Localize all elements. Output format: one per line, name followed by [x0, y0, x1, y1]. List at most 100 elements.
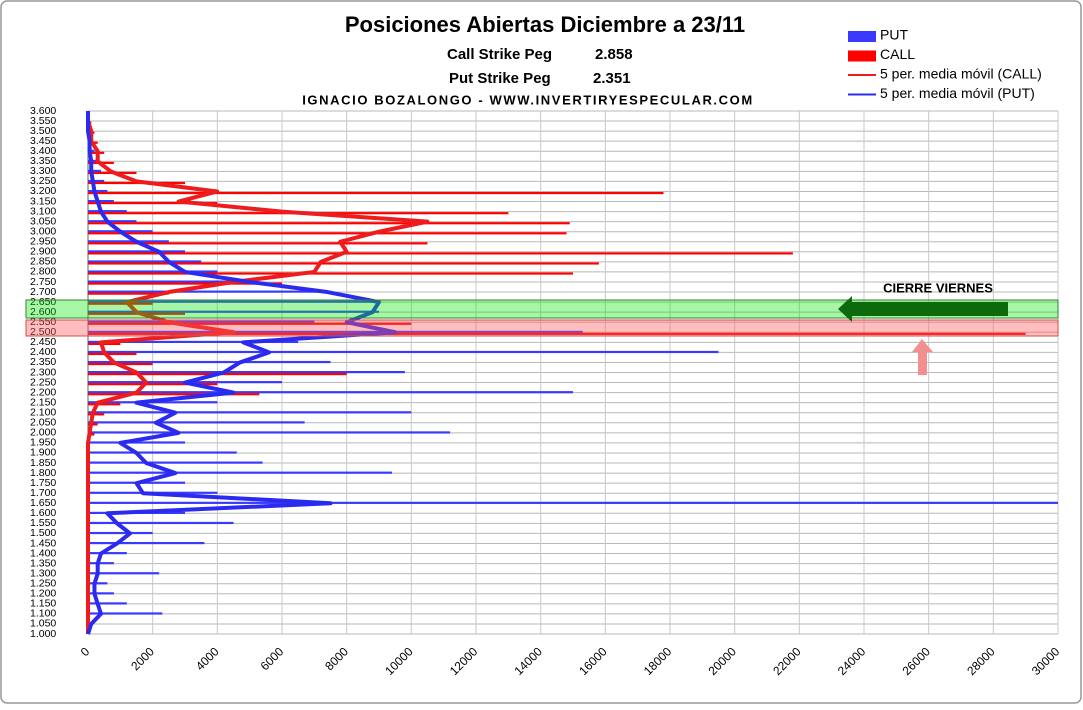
y-tick-label: 3.100 — [30, 205, 56, 217]
bar — [88, 302, 153, 305]
y-tick-label: 2.700 — [30, 286, 56, 298]
peg-value: 2.858 — [595, 46, 633, 63]
peg-label: Put Strike Peg — [449, 70, 551, 87]
y-tick-label: 3.250 — [30, 175, 56, 187]
highlight-band-red — [25, 319, 1059, 337]
legend-label: 5 per. media móvil (PUT) — [880, 85, 1035, 101]
bar — [88, 541, 205, 545]
bar — [88, 421, 305, 424]
bar — [88, 411, 412, 414]
y-tick-label: 2.500 — [30, 326, 56, 338]
legend-swatch — [848, 50, 876, 62]
bar — [88, 250, 185, 253]
y-tick-label: 2.750 — [30, 276, 56, 288]
bar — [88, 202, 218, 205]
y-tick-label: 2.450 — [30, 336, 56, 348]
y-tick-label: 3.600 — [30, 105, 56, 117]
legend-label: PUT — [880, 27, 908, 43]
y-tick-label: 2.650 — [30, 296, 56, 308]
y-tick-label: 1.350 — [30, 557, 56, 569]
bar — [88, 451, 237, 454]
bar — [88, 501, 1058, 504]
bar — [88, 292, 169, 295]
y-tick-label: 1.450 — [30, 537, 56, 549]
bar — [88, 371, 405, 374]
y-tick-label: 2.550 — [30, 316, 56, 328]
legend-label: 5 per. media móvil (CALL) — [880, 66, 1042, 82]
bar — [88, 471, 392, 474]
bar — [88, 210, 127, 213]
bar — [88, 189, 108, 193]
y-tick-label: 3.050 — [30, 215, 56, 227]
bar — [88, 222, 570, 225]
bar — [88, 332, 1026, 335]
moving-average-line — [86, 111, 430, 634]
bar — [88, 582, 108, 585]
bar — [88, 441, 185, 444]
y-tick-label: 3.450 — [30, 135, 56, 147]
bar — [88, 179, 105, 183]
bar — [88, 612, 163, 615]
y-tick-label: 2.900 — [30, 246, 56, 258]
bar — [88, 282, 282, 285]
bar — [88, 232, 567, 235]
y-tick-label: 2.400 — [30, 346, 56, 358]
bar — [88, 350, 719, 354]
y-tick-label: 2.950 — [30, 236, 56, 248]
y-tick-label: 2.150 — [30, 396, 56, 408]
y-tick-label: 1.800 — [30, 467, 56, 479]
y-tick-label: 2.050 — [30, 417, 56, 429]
bar — [88, 310, 379, 313]
y-tick-label: 2.350 — [30, 356, 56, 368]
author: IGNACIO BOZALONGO - WWW.INVERTIRYESPECUL… — [302, 92, 754, 107]
y-tick-label: 1.850 — [30, 457, 56, 469]
bar — [88, 352, 137, 356]
y-tick-label: 3.550 — [30, 115, 56, 127]
y-tick-label: 2.600 — [30, 306, 56, 318]
marks — [86, 111, 1058, 635]
y-tick-label: 1.900 — [30, 447, 56, 459]
highlight-band-green — [25, 299, 1059, 319]
y-tick-label: 1.050 — [30, 618, 56, 630]
y-tick-label: 1.250 — [30, 577, 56, 589]
bar — [88, 260, 202, 263]
y-tick-label: 2.300 — [30, 366, 56, 378]
y-tick-label: 2.200 — [30, 386, 56, 398]
peg-value: 2.351 — [593, 70, 631, 87]
moving-average-line — [86, 111, 398, 635]
bar — [88, 320, 315, 323]
bar — [88, 220, 137, 223]
bar — [88, 562, 114, 565]
legend-swatch — [848, 31, 876, 42]
y-tick-label: 3.200 — [30, 185, 56, 197]
bar — [88, 300, 379, 303]
y-tick-label: 3.500 — [30, 125, 56, 137]
y-tick-label: 1.100 — [30, 608, 56, 620]
bar — [88, 340, 299, 344]
bar — [88, 200, 114, 203]
bar — [88, 521, 234, 525]
y-tick-label: 1.550 — [30, 517, 56, 529]
bar — [88, 169, 101, 173]
y-tick-label: 2.850 — [30, 256, 56, 268]
y-tick-label: 1.600 — [30, 507, 56, 519]
bar — [88, 403, 121, 406]
bar — [88, 272, 573, 275]
bar — [88, 431, 451, 434]
y-tick-label: 2.800 — [30, 266, 56, 278]
bar — [88, 191, 664, 195]
y-tick-label: 3.300 — [30, 165, 56, 177]
legend-label: CALL — [880, 46, 915, 62]
bar — [88, 461, 263, 464]
bar — [88, 290, 331, 293]
bar — [88, 242, 428, 245]
bar — [88, 322, 412, 325]
y-tick-label: 2.000 — [30, 427, 56, 439]
bar — [88, 552, 127, 555]
bar — [88, 240, 169, 243]
annotation: CIERRE VIERNES — [883, 280, 993, 295]
bar — [88, 360, 331, 364]
y-tick-label: 1.950 — [30, 437, 56, 449]
